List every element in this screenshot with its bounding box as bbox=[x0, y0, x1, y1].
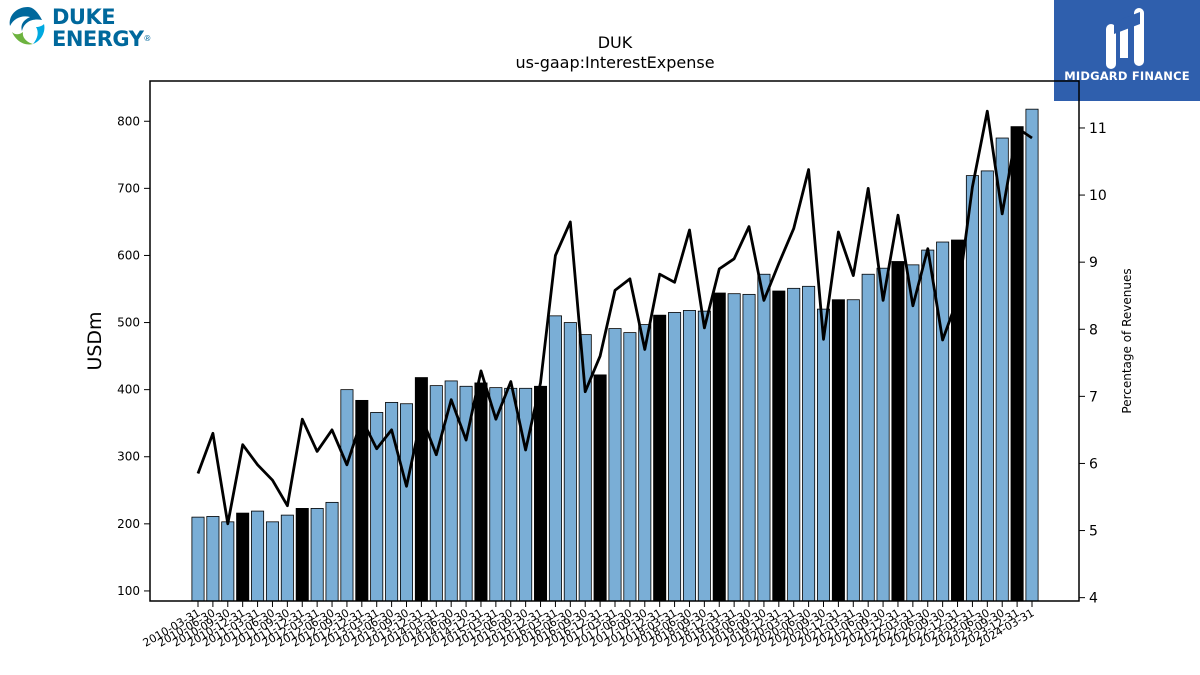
bar-2023-06-30 bbox=[980, 170, 994, 602]
midgard-finance-wordmark: MIDGARD FINANCE bbox=[1064, 69, 1190, 83]
bar-2023-12-31 bbox=[1010, 126, 1024, 602]
bar-2019-09-30 bbox=[757, 273, 771, 602]
bar-2021-06-30 bbox=[861, 273, 875, 602]
bar-2018-03-31 bbox=[668, 312, 682, 602]
logo-registered-mark: ® bbox=[143, 34, 151, 43]
bar-2017-06-30 bbox=[623, 332, 637, 602]
bar-2010-06-30 bbox=[206, 516, 220, 602]
bar-2016-12-31 bbox=[593, 374, 607, 602]
chart-subtitle: us-gaap:InterestExpense bbox=[515, 53, 714, 72]
bar-2022-09-30 bbox=[936, 241, 950, 602]
bar-2011-09-30 bbox=[280, 514, 294, 602]
bar-2013-12-31 bbox=[414, 377, 428, 602]
y-tick-label: 100 bbox=[117, 584, 140, 598]
bar-2021-09-30 bbox=[876, 267, 890, 602]
bar-2016-06-30 bbox=[563, 322, 577, 602]
duke-energy-wordmark: DUKE ENERGY® bbox=[52, 6, 151, 50]
bar-2020-06-30 bbox=[802, 285, 816, 602]
duke-energy-logo: DUKE ENERGY® bbox=[6, 4, 151, 52]
y-axis-right: 4 5 6 7 8 9 10 11 bbox=[1079, 121, 1107, 607]
bar-series bbox=[191, 108, 1039, 602]
revenue-percentage-line bbox=[196, 109, 1033, 526]
bar-2011-03-31 bbox=[251, 510, 265, 602]
bar-2015-09-30 bbox=[519, 387, 533, 602]
bar-2012-06-30 bbox=[325, 501, 339, 602]
chart-title: DUK bbox=[598, 33, 633, 52]
y2-tick-label: 5 bbox=[1089, 524, 1098, 540]
y-axis-left: 100 200 300 400 500 600 700 800 bbox=[117, 114, 150, 598]
y2-tick-label: 10 bbox=[1089, 188, 1107, 204]
y2-tick-label: 8 bbox=[1089, 322, 1098, 338]
y-tick-label: 600 bbox=[117, 248, 140, 262]
midgard-finance-emblem-icon bbox=[1106, 8, 1144, 69]
logo-line2: ENERGY bbox=[52, 27, 144, 51]
bar-2014-12-31 bbox=[474, 382, 488, 602]
bar-2010-09-30 bbox=[221, 521, 235, 602]
bar-2013-09-30 bbox=[399, 403, 414, 602]
y2-tick-label: 4 bbox=[1089, 591, 1098, 607]
bar-2020-09-30 bbox=[816, 308, 831, 602]
y2-tick-label: 6 bbox=[1089, 456, 1098, 472]
bar-2010-12-31 bbox=[236, 512, 250, 602]
bar-2020-03-31 bbox=[787, 287, 801, 602]
bar-2010-03-31 bbox=[191, 516, 205, 602]
y2-tick-label: 11 bbox=[1089, 121, 1107, 137]
bar-2021-12-31 bbox=[891, 261, 905, 602]
y-axis-label: USDm bbox=[84, 311, 106, 370]
bar-2017-09-30 bbox=[638, 324, 652, 602]
x-axis: 2010-03-312010-06-302010-09-302010-12-31… bbox=[141, 601, 1037, 650]
bar-2018-12-31 bbox=[712, 292, 726, 602]
bar-2019-06-30 bbox=[742, 293, 756, 602]
bar-2012-03-31 bbox=[310, 508, 324, 602]
line-series bbox=[196, 109, 1033, 526]
y2-tick-label: 7 bbox=[1089, 389, 1098, 405]
bar-2022-03-31 bbox=[906, 264, 920, 602]
y-tick-label: 700 bbox=[117, 181, 140, 195]
bar-2024-03-31 bbox=[1025, 108, 1039, 602]
y-tick-label: 500 bbox=[117, 316, 140, 330]
bar-2017-03-31 bbox=[608, 328, 622, 602]
y2-axis-label: Percentage of Revenues bbox=[1120, 268, 1134, 413]
bar-2011-12-31 bbox=[295, 508, 309, 602]
y-tick-label: 200 bbox=[117, 517, 140, 531]
bar-2018-06-30 bbox=[682, 310, 696, 602]
bar-2022-06-30 bbox=[921, 249, 935, 602]
bar-2020-12-31 bbox=[831, 299, 845, 602]
y-tick-label: 300 bbox=[117, 450, 140, 464]
logo-line1: DUKE bbox=[52, 5, 116, 29]
bar-2017-12-31 bbox=[653, 314, 667, 602]
bar-2021-03-31 bbox=[846, 299, 860, 602]
duke-energy-swirl-icon bbox=[9, 7, 45, 45]
bar-2016-03-31 bbox=[548, 315, 562, 602]
bar-2015-06-30 bbox=[504, 387, 518, 602]
y-tick-label: 400 bbox=[117, 383, 140, 397]
bar-2015-12-31 bbox=[534, 385, 548, 602]
bar-2012-09-30 bbox=[340, 389, 354, 602]
bar-2019-03-31 bbox=[727, 293, 741, 602]
y2-tick-label: 9 bbox=[1089, 255, 1098, 271]
bar-2011-06-30 bbox=[265, 521, 279, 602]
bar-2018-09-30 bbox=[697, 310, 711, 602]
bar-2014-03-31 bbox=[429, 385, 443, 602]
bar-2019-12-31 bbox=[772, 290, 786, 602]
y-tick-label: 800 bbox=[117, 114, 140, 128]
bar-2016-09-30 bbox=[578, 334, 592, 602]
bar-2023-03-31 bbox=[965, 175, 979, 602]
